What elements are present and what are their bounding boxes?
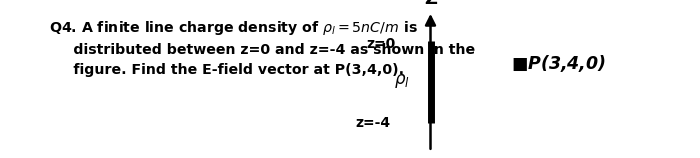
Text: Z: Z [424, 0, 437, 8]
Text: $\rho_l$: $\rho_l$ [394, 72, 410, 90]
Text: $\blacksquare$P(3,4,0): $\blacksquare$P(3,4,0) [511, 53, 606, 74]
Text: z=0: z=0 [366, 37, 396, 51]
Text: z=-4: z=-4 [356, 116, 391, 130]
Text: Q4. A finite line charge density of $\rho_l = 5nC/m$ is
     distributed between: Q4. A finite line charge density of $\rh… [49, 19, 475, 77]
